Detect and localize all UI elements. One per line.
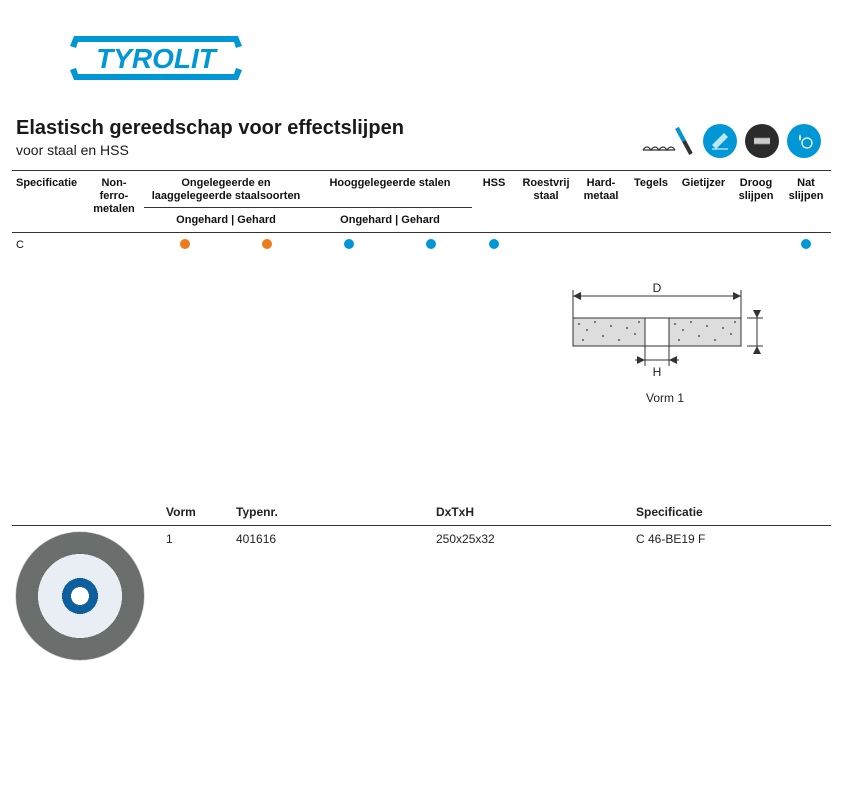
wet-icon [787, 124, 821, 158]
col-hooggelegeerde-sub: Ongehard | Gehard [308, 208, 472, 232]
product-row: 1 401616 250x25x32 C 46-BE19 F [12, 525, 831, 666]
th-spec: Specificatie [632, 499, 831, 526]
brand-logo: TYROLIT [66, 24, 246, 92]
specification-table: Specificatie Non-ferro-metalen Ongelegee… [12, 171, 831, 258]
dot-hoog-ongehard [344, 239, 354, 249]
th-dxth: DxTxH [432, 499, 632, 526]
col-gietijzer: Gietijzer [676, 171, 731, 232]
page-subtitle: voor staal en HSS [16, 142, 404, 158]
application-icons [641, 124, 821, 158]
spec-row-label: C [12, 232, 84, 258]
page-title: Elastisch gereedschap voor effectslijpen [16, 117, 404, 140]
cell-vorm: 1 [162, 525, 232, 666]
cutting-icon [703, 124, 737, 158]
dot-hss [489, 239, 499, 249]
svg-text:H: H [653, 365, 662, 379]
tool-icon [641, 124, 695, 158]
dot-ong-gehard [262, 239, 272, 249]
col-ongelegeerde: Ongelegeerde en laaggelegeerde staalsoor… [144, 171, 308, 208]
th-typenr: Typenr. [232, 499, 432, 526]
product-image [16, 532, 144, 660]
col-hooggelegeerde: Hooggelegeerde stalen [308, 171, 472, 208]
col-tegels: Tegels [626, 171, 676, 232]
dot-nat [801, 239, 811, 249]
col-ongelegeerde-sub: Ongehard | Gehard [144, 208, 308, 232]
logo-block: TYROLIT [12, 0, 831, 117]
title-block: Elastisch gereedschap voor effectslijpen… [16, 117, 404, 158]
svg-text:TYROLIT: TYROLIT [96, 43, 219, 74]
col-roestvrij: Roestvrij staal [516, 171, 576, 232]
col-specificatie: Specificatie [12, 171, 84, 232]
product-table: Vorm Typenr. DxTxH Specificatie 1 401616… [12, 499, 831, 666]
col-nonferro: Non-ferro-metalen [84, 171, 144, 232]
dot-ong-ongehard [180, 239, 190, 249]
cell-dxth: 250x25x32 [432, 525, 632, 666]
steel-icon [745, 124, 779, 158]
cell-typenr: 401616 [232, 525, 432, 666]
col-nat: Nat slijpen [781, 171, 831, 232]
col-hardmetaal: Hard-metaal [576, 171, 626, 232]
spec-row: C [12, 232, 831, 258]
col-hss: HSS [472, 171, 516, 232]
cell-spec: C 46-BE19 F [632, 525, 831, 666]
form-diagram: D H [555, 282, 775, 382]
th-vorm: Vorm [162, 499, 232, 526]
dot-hoog-gehard [426, 239, 436, 249]
diagram-block: D H [12, 258, 831, 413]
diagram-caption: Vorm 1 [555, 391, 775, 405]
svg-text:D: D [653, 282, 662, 295]
col-droog: Droog slijpen [731, 171, 781, 232]
